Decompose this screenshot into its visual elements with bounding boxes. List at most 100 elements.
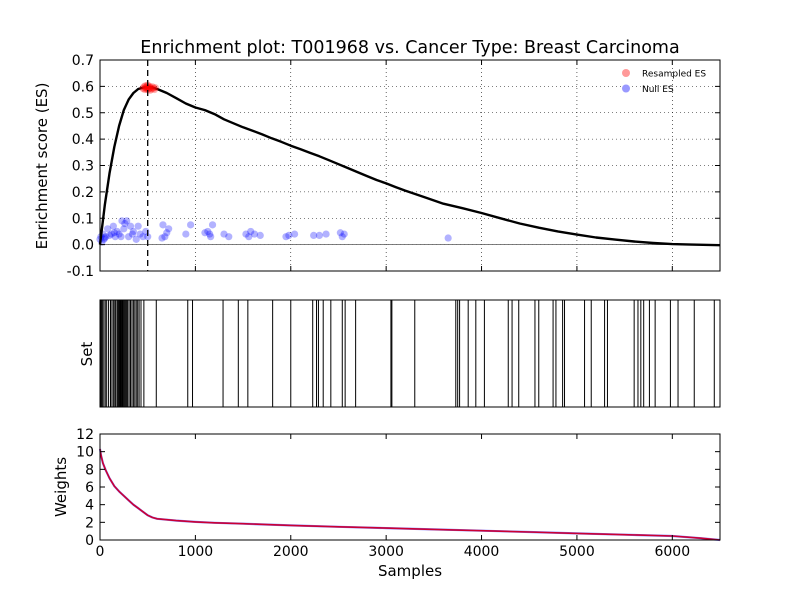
enrichment-y-tick-label: 0.4 [72,132,94,148]
null-es-point [144,233,152,241]
enrichment-y-tick-label: 0.3 [72,159,94,175]
null-es-point [310,231,318,239]
set-y-axis-label: Set [78,342,96,367]
null-es-point [163,229,171,237]
null-es-point [139,233,147,241]
weights-x-tick-label: 5000 [559,544,595,560]
resampled-es-point [143,84,151,92]
null-es-point [113,227,121,236]
null-es-point [444,234,452,242]
null-es-point [101,234,109,242]
null-es-point [102,233,110,241]
enrichment-plot-area [96,60,721,271]
null-es-point [134,222,142,230]
null-es-point [315,231,323,239]
enrichment-score-line [98,85,721,247]
resampled-es-point [141,85,149,94]
enrichment-y-ticks: -0.1 0.0 0.1 0.2 0.3 0.4 0.5 0.6 0.7 [67,53,720,280]
weights-x-tick-label: 3000 [368,544,404,560]
enrichment-y-tick-label: 0.0 [72,238,94,254]
resampled-es-point [143,82,151,90]
null-es-point [107,230,116,238]
null-es-point [104,225,112,233]
null-es-point [187,221,195,229]
resampled-es-point [144,85,152,94]
resampled-es-point [146,84,155,92]
weights-x-axis-label: Samples [378,562,442,580]
enrichment-y-tick-label: 0.7 [72,53,94,69]
null-es-point [165,225,173,233]
null-es-point [111,233,119,241]
set-plot-area [99,300,721,407]
enrichment-y-tick-label: 0.1 [72,211,94,227]
legend-label-null-es: Null ES [642,85,674,95]
resampled-es-point [150,85,158,94]
null-es-point [115,230,123,238]
enrichment-y-tick-label: 0.5 [72,106,94,122]
resampled-es-point [149,84,158,92]
enrichment-y-tick-label: -0.1 [67,264,94,280]
null-es-point [285,231,293,239]
legend-label-resampled-es: Resampled ES [642,70,706,80]
null-es-point [242,230,250,238]
legend-marker-null-es [622,84,630,93]
weights-y-tick-label: 10 [76,445,94,461]
weights-x-tick-label: 2000 [273,544,309,560]
weights-y-tick-label: 6 [85,480,94,496]
null-es-point [117,233,125,241]
weights-x-ticks: 0 1000 2000 3000 4000 5000 6000 [96,434,690,560]
null-es-point [201,229,209,237]
null-es-point [245,233,253,241]
null-es-point [136,230,144,238]
null-es-point [125,233,133,241]
null-es-point [118,217,126,225]
weights-y-tick-label: 4 [85,498,94,514]
set-panel: Set [78,299,721,408]
enrichment-panel: -0.1 0.0 0.1 0.2 0.3 0.4 0.5 0.6 0.7 Resampled E… [33,53,721,280]
legend: Resampled ES Null ES [622,69,706,95]
resampled-es-point [148,83,157,91]
null-es-point [207,233,215,241]
null-es-point [340,230,348,238]
resampled-es-point [151,84,159,92]
null-es-point [338,233,346,241]
null-es-point [120,225,128,233]
null-es-point [220,230,228,238]
weights-y-tick-label: 2 [85,515,94,531]
null-es-point [290,230,299,238]
null-es-point [256,231,264,239]
enrichment-y-axis-label: Enrichment score (ES) [33,83,51,250]
null-es-point [129,227,137,236]
null-es-point [105,231,114,239]
null-es-point [128,230,137,238]
null-es-point [208,221,217,229]
null-es-point [182,230,190,238]
weights-y-axis-label: Weights [52,457,70,517]
null-es-point [322,230,330,238]
null-es-point [159,221,167,229]
enrichment-y-tick-label: 0.2 [72,185,94,201]
resampled-es-point [139,84,147,93]
null-es-point [126,222,135,230]
null-es-point [121,219,129,228]
weights-x-tick-label: 0 [96,544,105,560]
null-es-point [282,233,290,241]
null-es-point [109,222,117,230]
resampled-es-point [147,85,156,93]
null-es-point [206,230,214,238]
weights-y-ticks: 0 24 6 810 12 [76,427,720,549]
weights-y-tick-label: 8 [85,462,94,478]
null-es-point [158,234,166,242]
null-es-point [225,233,233,241]
weights-y-tick-label: 0 [85,533,94,549]
weights-y-tick-label: 12 [76,427,94,443]
null-es-point [336,229,344,237]
weights-x-tick-label: 1000 [178,544,214,560]
chart-title: Enrichment plot: T001968 vs. Cancer Type… [140,38,679,58]
null-es-point [250,230,259,238]
set-axes-frame [99,299,721,408]
resampled-es-point [145,83,153,91]
weights-x-tick-label: 4000 [464,544,500,560]
